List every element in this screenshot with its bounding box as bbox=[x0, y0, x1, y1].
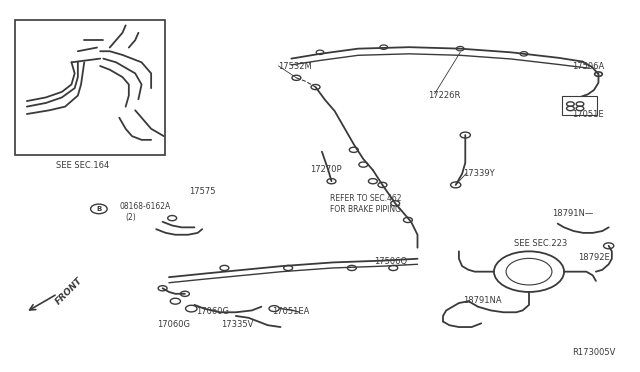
Text: FOR BRAKE PIPING: FOR BRAKE PIPING bbox=[330, 205, 401, 215]
Text: 18792E: 18792E bbox=[578, 253, 610, 263]
FancyBboxPatch shape bbox=[561, 96, 596, 115]
Text: 17335V: 17335V bbox=[221, 320, 253, 329]
Text: 17060G: 17060G bbox=[196, 307, 228, 316]
Text: SEE SEC.164: SEE SEC.164 bbox=[56, 161, 109, 170]
Text: 17051E: 17051E bbox=[572, 109, 604, 119]
Text: REFER TO SEC.462: REFER TO SEC.462 bbox=[330, 195, 401, 203]
FancyBboxPatch shape bbox=[15, 20, 165, 155]
Text: 17270P: 17270P bbox=[310, 165, 342, 174]
Text: 08168-6162A: 08168-6162A bbox=[119, 202, 170, 211]
Text: 17532M: 17532M bbox=[278, 61, 312, 71]
Text: 17060G: 17060G bbox=[157, 320, 191, 329]
Text: 17575: 17575 bbox=[189, 187, 216, 196]
Text: 17506Q: 17506Q bbox=[374, 257, 407, 266]
Text: 17051EA: 17051EA bbox=[272, 307, 310, 316]
Text: 18791NA: 18791NA bbox=[463, 296, 502, 305]
Text: 17339Y: 17339Y bbox=[463, 169, 495, 177]
Text: R173005V: R173005V bbox=[572, 348, 615, 357]
Text: SEE SEC.223: SEE SEC.223 bbox=[515, 239, 568, 248]
Text: 17226R: 17226R bbox=[428, 91, 461, 100]
Text: (2): (2) bbox=[125, 213, 136, 222]
Text: 17506A: 17506A bbox=[572, 61, 604, 71]
Text: B: B bbox=[96, 206, 102, 212]
Text: FRONT: FRONT bbox=[54, 276, 84, 307]
Text: 18791N—: 18791N— bbox=[552, 209, 594, 218]
